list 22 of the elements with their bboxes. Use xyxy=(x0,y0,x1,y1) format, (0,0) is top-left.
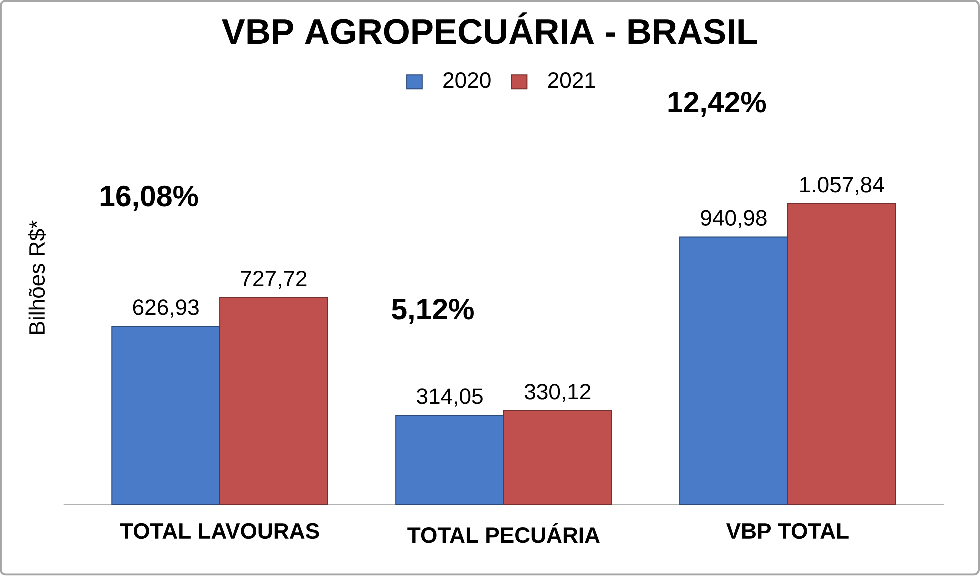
bar xyxy=(112,326,221,506)
x-tick-label: VBP TOTAL xyxy=(726,524,849,540)
data-label: 727,72 xyxy=(241,271,307,290)
annotation: 16,08% xyxy=(100,186,198,212)
legend-label: 2020 xyxy=(444,72,491,88)
chart-title: VBP AGROPECUÁRIA - BRASIL xyxy=(222,12,757,44)
bar xyxy=(787,204,896,506)
data-label: 940,98 xyxy=(701,210,767,229)
bar xyxy=(396,415,504,506)
data-label: 330,12 xyxy=(524,384,591,402)
annotation: 5,12% xyxy=(392,299,474,324)
bar xyxy=(503,410,612,506)
text: 12,42% xyxy=(668,92,766,118)
data-label: 626,93 xyxy=(133,300,199,318)
data-label: 1.057,84 xyxy=(800,177,884,196)
data-label: 314,05 xyxy=(417,388,483,408)
bar xyxy=(680,236,788,506)
x-tick-label: TOTAL LAVOURAS xyxy=(120,524,320,540)
y-axis-title: Bilhões R$* xyxy=(28,220,46,334)
x-tick-label: TOTAL PECUÁRIA xyxy=(408,524,600,544)
bar xyxy=(220,298,328,506)
legend-label: 2021 xyxy=(548,72,596,88)
